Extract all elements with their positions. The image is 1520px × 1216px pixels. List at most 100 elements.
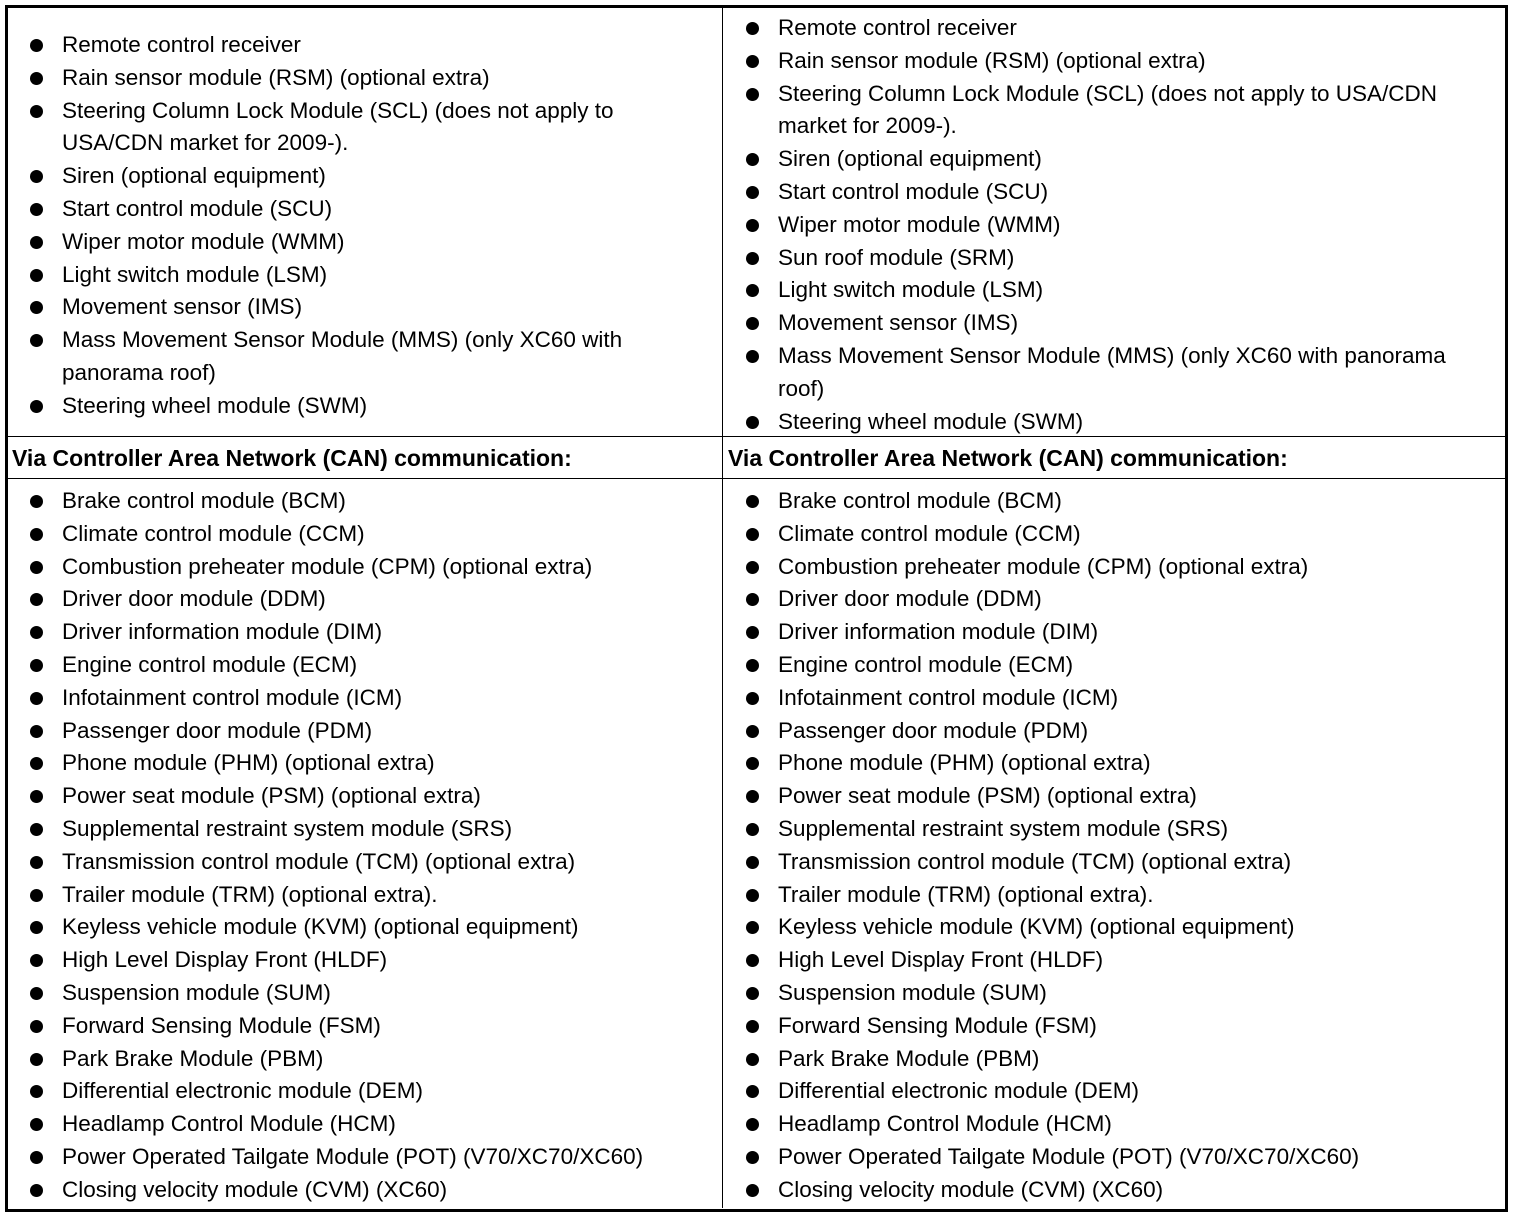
- list-item: Wiper motor module (WMM): [746, 209, 1458, 242]
- list-item-text: Suspension module (SUM): [62, 979, 331, 1005]
- bullet-icon: [30, 954, 43, 968]
- list-item-text: Rain sensor module (RSM) (optional extra…: [778, 47, 1206, 73]
- list-item-text: Differential electronic module (DEM): [62, 1078, 423, 1104]
- list-item-text: Headlamp Control Module (HCM): [778, 1111, 1112, 1137]
- list-item-text: Rain sensor module (RSM) (optional extra…: [62, 64, 490, 90]
- bullet-icon: [30, 39, 43, 52]
- list-item-text: Closing velocity module (CVM) (XC60): [62, 1176, 448, 1202]
- list-item-text: Keyless vehicle module (KVM) (optional e…: [62, 914, 579, 940]
- bullet-icon: [746, 986, 759, 1000]
- list-item: Headlamp Control Module (HCM): [746, 1108, 1458, 1141]
- bullet-icon: [746, 954, 759, 968]
- list-item-text: Trailer module (TRM) (optional extra).: [778, 881, 1154, 907]
- bullet-icon: [30, 268, 43, 282]
- list-item: Start control module (SCU): [30, 193, 717, 226]
- list-item-text: Sun roof module (SRM): [778, 244, 1015, 270]
- bullet-icon: [746, 888, 759, 902]
- list-item: Remote control receiver: [746, 12, 1458, 45]
- bullet-icon: [30, 1085, 43, 1099]
- bullet-icon: [30, 1019, 43, 1033]
- list-item: Phone module (PHM) (optional extra): [746, 747, 1458, 780]
- list-item-text: Supplemental restraint system module (SR…: [778, 815, 1229, 841]
- bullet-icon: [746, 87, 759, 101]
- bullet-icon: [746, 1150, 759, 1164]
- list-item-text: Phone module (PHM) (optional extra): [62, 750, 435, 776]
- list-item: Suspension module (SUM): [746, 977, 1458, 1010]
- bullet-icon: [746, 724, 759, 738]
- bullet-icon: [30, 71, 43, 85]
- list-item-text: Passenger door module (PDM): [778, 717, 1089, 743]
- list-item: Passenger door module (PDM): [746, 715, 1458, 748]
- list-item: Climate control module (CCM): [30, 518, 717, 551]
- list-item: Brake control module (BCM): [30, 485, 717, 518]
- list-item: Siren (optional equipment): [30, 160, 717, 193]
- list-item: Keyless vehicle module (KVM) (optional e…: [746, 911, 1458, 944]
- list-item: Engine control module (ECM): [30, 649, 717, 682]
- list-item-text: Trailer module (TRM) (optional extra).: [62, 881, 438, 907]
- list-item: Power seat module (PSM) (optional extra): [746, 780, 1458, 813]
- bullet-icon: [30, 1052, 43, 1066]
- list-item-text: Engine control module (ECM): [62, 651, 358, 677]
- column-divider: [722, 8, 723, 1208]
- list-item: Rain sensor module (RSM) (optional extra…: [30, 62, 717, 95]
- right-section-heading: Via Controller Area Network (CAN) commun…: [728, 445, 1288, 471]
- list-item-text: Driver door module (DDM): [778, 586, 1042, 612]
- list-item: Movement sensor (IMS): [30, 291, 717, 324]
- list-item-text: Passenger door module (PDM): [62, 717, 373, 743]
- bullet-icon: [746, 921, 759, 935]
- list-item-text: Engine control module (ECM): [778, 651, 1074, 677]
- list-item-text: Forward Sensing Module (FSM): [62, 1012, 381, 1038]
- list-item: Light switch module (LSM): [30, 259, 717, 292]
- bullet-icon: [746, 593, 759, 607]
- bullet-icon: [30, 986, 43, 1000]
- list-item-text: Movement sensor (IMS): [62, 294, 303, 320]
- list-item-text: Power Operated Tailgate Module (POT) (V7…: [778, 1143, 1360, 1169]
- list-item-text: Siren (optional equipment): [62, 163, 326, 189]
- bullet-icon: [30, 855, 43, 869]
- list-item-text: Power Operated Tailgate Module (POT) (V7…: [62, 1143, 644, 1169]
- list-item-text: Combustion preheater module (CPM) (optio…: [62, 553, 593, 579]
- list-item: Climate control module (CCM): [746, 518, 1458, 551]
- list-item: Differential electronic module (DEM): [30, 1075, 717, 1108]
- row-divider: [8, 436, 1505, 437]
- list-item: Sun roof module (SRM): [746, 242, 1458, 275]
- list-item: Supplemental restraint system module (SR…: [30, 813, 717, 846]
- left-bottom-list: Brake control module (BCM) Climate contro…: [30, 485, 717, 1207]
- bullet-icon: [746, 22, 759, 35]
- list-item-text: Brake control module (BCM): [778, 488, 1062, 513]
- bullet-icon: [746, 1118, 759, 1132]
- list-item: Supplemental restraint system module (SR…: [746, 813, 1458, 846]
- bullet-icon: [746, 658, 759, 672]
- list-item-text: Differential electronic module (DEM): [778, 1078, 1139, 1104]
- bullet-icon: [746, 153, 759, 167]
- list-item-text: Headlamp Control Module (HCM): [62, 1111, 396, 1137]
- bullet-icon: [30, 1150, 43, 1164]
- bullet-icon: [30, 399, 43, 413]
- list-item-text: Power seat module (PSM) (optional extra): [778, 783, 1197, 809]
- list-item: Closing velocity module (CVM) (XC60): [746, 1174, 1458, 1207]
- list-item-text: Wiper motor module (WMM): [778, 211, 1061, 237]
- left-section-heading: Via Controller Area Network (CAN) commun…: [12, 445, 572, 471]
- list-item-text: Transmission control module (TCM) (optio…: [778, 848, 1292, 874]
- list-item-text: Start control module (SCU): [62, 195, 333, 221]
- list-item-text: Remote control receiver: [778, 15, 1017, 40]
- list-item-text: Closing velocity module (CVM) (XC60): [778, 1176, 1164, 1202]
- list-item-text: Climate control module (CCM): [62, 520, 365, 546]
- bullet-icon: [746, 560, 759, 574]
- list-item-text: Power seat module (PSM) (optional extra): [62, 783, 481, 809]
- list-item-text: Light switch module (LSM): [62, 261, 328, 287]
- bullet-icon: [746, 855, 759, 869]
- list-item: Closing velocity module (CVM) (XC60): [30, 1174, 717, 1207]
- table-border: [5, 5, 1508, 1212]
- list-item: Start control module (SCU): [746, 176, 1458, 209]
- bullet-icon: [746, 1019, 759, 1033]
- list-item: Wiper motor module (WMM): [30, 226, 717, 259]
- bullet-icon: [746, 495, 759, 508]
- list-item: Suspension module (SUM): [30, 977, 717, 1010]
- list-item: Rain sensor module (RSM) (optional extra…: [746, 45, 1458, 78]
- bullet-icon: [30, 921, 43, 935]
- list-item-text: Brake control module (BCM): [62, 488, 346, 513]
- bullet-icon: [30, 527, 43, 541]
- list-item-text: Steering wheel module (SWM): [62, 392, 368, 418]
- list-item-text: Mass Movement Sensor Module (MMS) (only …: [62, 327, 623, 385]
